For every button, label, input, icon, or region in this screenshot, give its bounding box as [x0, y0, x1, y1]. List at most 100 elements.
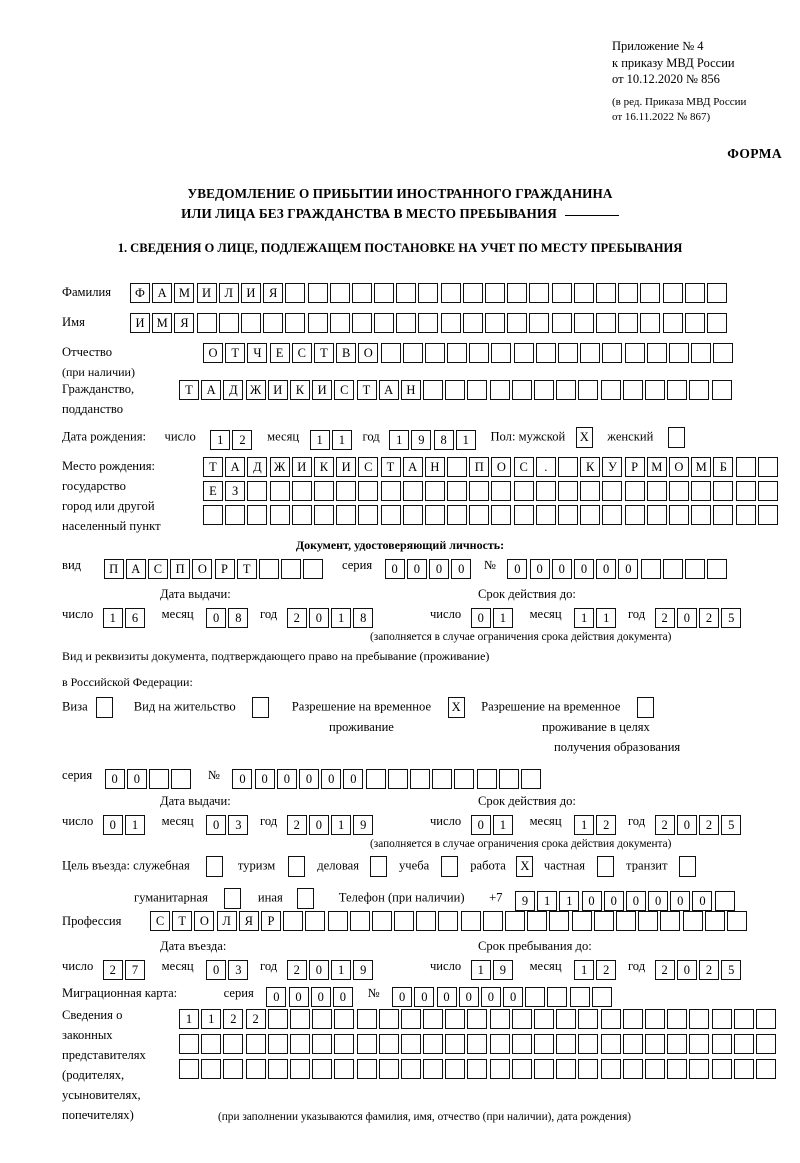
char-box[interactable]: [733, 1009, 754, 1029]
char-box[interactable]: 2: [286, 608, 307, 628]
char-box[interactable]: [513, 505, 534, 525]
char-box[interactable]: [179, 1034, 199, 1054]
char-box[interactable]: М: [691, 457, 712, 477]
char-box[interactable]: [378, 1009, 399, 1029]
char-box[interactable]: 1: [331, 430, 352, 451]
char-box[interactable]: [534, 1009, 554, 1029]
char-box[interactable]: 2: [654, 960, 675, 980]
char-box[interactable]: 1: [331, 960, 352, 980]
char-box[interactable]: [358, 481, 379, 501]
purpose-service-checkbox[interactable]: [206, 856, 224, 877]
char-box[interactable]: [662, 559, 683, 579]
char-box[interactable]: [513, 481, 534, 501]
char-box[interactable]: [573, 283, 594, 303]
char-box[interactable]: [622, 1009, 643, 1029]
char-box[interactable]: [291, 505, 312, 525]
char-box[interactable]: [334, 1059, 355, 1079]
char-box[interactable]: 0: [254, 769, 275, 789]
char-box[interactable]: 0: [596, 559, 617, 579]
char-box[interactable]: 1: [492, 608, 513, 628]
char-box[interactable]: [644, 1034, 665, 1054]
char-box[interactable]: 5: [721, 960, 742, 980]
char-box[interactable]: 0: [104, 769, 125, 789]
char-box[interactable]: К: [289, 380, 310, 400]
char-box[interactable]: 0: [480, 987, 501, 1007]
char-box[interactable]: Н: [400, 380, 421, 400]
char-box[interactable]: [556, 380, 577, 400]
char-box[interactable]: [757, 481, 778, 501]
char-box[interactable]: Л: [218, 283, 239, 303]
char-box[interactable]: [713, 505, 734, 525]
char-box[interactable]: [445, 1059, 466, 1079]
char-box[interactable]: А: [378, 380, 399, 400]
char-box[interactable]: Н: [424, 457, 445, 477]
char-box[interactable]: [445, 380, 466, 400]
char-box[interactable]: Р: [260, 911, 281, 931]
char-box[interactable]: [247, 505, 268, 525]
char-box[interactable]: 1: [559, 891, 580, 912]
char-box[interactable]: [711, 380, 732, 400]
char-box[interactable]: И: [240, 283, 261, 303]
char-box[interactable]: 0: [692, 891, 713, 912]
char-box[interactable]: [269, 505, 290, 525]
visa-checkbox[interactable]: [96, 697, 114, 718]
char-box[interactable]: 9: [353, 815, 374, 835]
char-box[interactable]: [534, 1034, 554, 1054]
char-box[interactable]: Ж: [269, 457, 290, 477]
char-box[interactable]: [196, 313, 217, 333]
char-box[interactable]: Т: [172, 911, 193, 931]
char-box[interactable]: [416, 911, 437, 931]
char-box[interactable]: [535, 481, 556, 501]
char-box[interactable]: [307, 313, 328, 333]
char-box[interactable]: Ф: [130, 283, 150, 303]
char-box[interactable]: С: [291, 343, 312, 363]
char-box[interactable]: 1: [331, 608, 352, 628]
birthplace-boxes-3[interactable]: [203, 505, 780, 527]
char-box[interactable]: [624, 343, 645, 363]
temp-residence-edu-checkbox[interactable]: [636, 697, 654, 718]
char-box[interactable]: У: [602, 457, 623, 477]
char-box[interactable]: [580, 505, 601, 525]
char-box[interactable]: [513, 343, 534, 363]
char-box[interactable]: 0: [648, 891, 669, 912]
char-box[interactable]: [602, 505, 623, 525]
char-box[interactable]: [726, 911, 747, 931]
char-box[interactable]: [578, 1059, 599, 1079]
char-box[interactable]: [511, 380, 532, 400]
char-box[interactable]: Я: [174, 313, 195, 333]
char-box[interactable]: [334, 1009, 355, 1029]
char-box[interactable]: 0: [581, 891, 602, 912]
char-box[interactable]: 2: [596, 960, 617, 980]
char-box[interactable]: [535, 505, 556, 525]
char-box[interactable]: И: [336, 457, 357, 477]
char-box[interactable]: 0: [429, 559, 450, 579]
char-box[interactable]: [668, 505, 689, 525]
purpose-humanitarian-checkbox[interactable]: [224, 888, 242, 909]
char-box[interactable]: 0: [384, 559, 405, 579]
char-box[interactable]: О: [194, 911, 215, 931]
char-box[interactable]: [549, 911, 570, 931]
char-box[interactable]: Л: [216, 911, 237, 931]
temp-residence-checkbox[interactable]: X: [447, 697, 465, 718]
char-box[interactable]: 0: [470, 608, 491, 628]
char-box[interactable]: [527, 911, 548, 931]
char-box[interactable]: [402, 505, 423, 525]
char-box[interactable]: [507, 283, 528, 303]
char-box[interactable]: [378, 1059, 399, 1079]
char-box[interactable]: С: [334, 380, 355, 400]
char-box[interactable]: [640, 313, 661, 333]
char-box[interactable]: [440, 313, 461, 333]
char-box[interactable]: 5: [721, 608, 742, 628]
char-box[interactable]: 9: [411, 430, 432, 451]
char-box[interactable]: [595, 283, 616, 303]
char-box[interactable]: [334, 1034, 355, 1054]
char-box[interactable]: [644, 380, 665, 400]
char-box[interactable]: [624, 481, 645, 501]
char-box[interactable]: [402, 481, 423, 501]
char-box[interactable]: [225, 505, 246, 525]
char-box[interactable]: [438, 911, 459, 931]
char-box[interactable]: 0: [458, 987, 479, 1007]
